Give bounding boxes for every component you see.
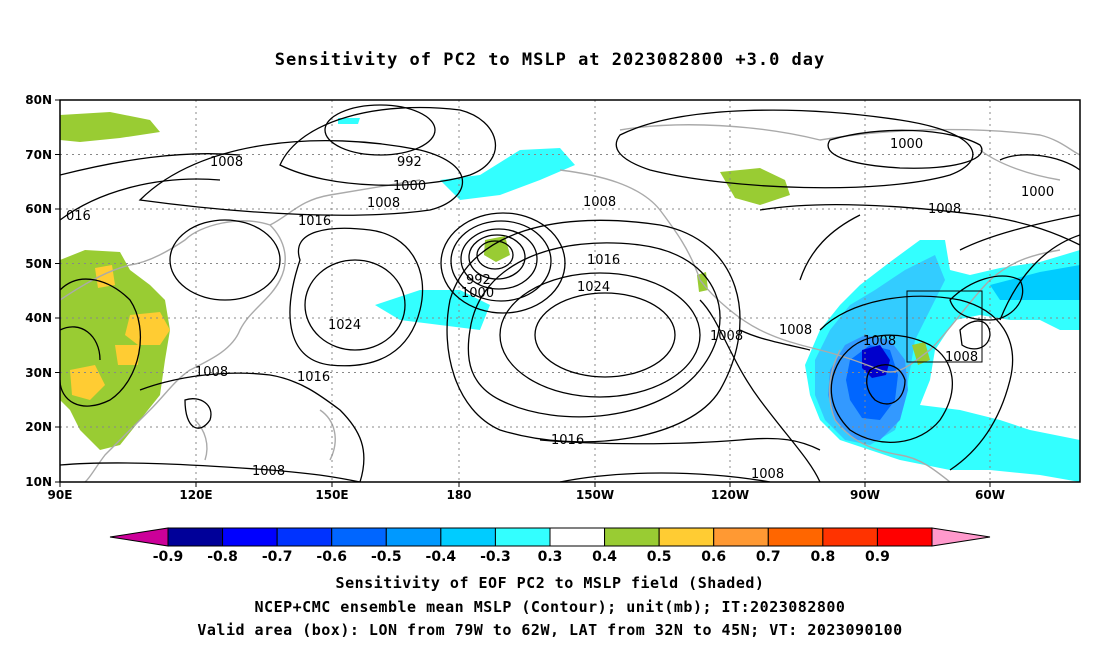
contour-label: 016 xyxy=(66,209,91,224)
colorbar-cell xyxy=(549,527,606,547)
colorbar-label: -0.4 xyxy=(426,549,457,565)
shade-darkblue-gulf xyxy=(862,345,890,378)
colorbar-cell xyxy=(713,527,769,547)
valid-area-box xyxy=(906,290,983,363)
colorbar-cell xyxy=(876,527,933,547)
shade-yellow-asia-1 xyxy=(125,312,170,345)
longitude-labels: 90E 120E 150E 180 150W 120W 90W 60W xyxy=(48,488,1005,502)
contour-label: 1008 xyxy=(710,329,743,344)
contour-label: 1000 xyxy=(1021,185,1054,200)
colorbar-cell xyxy=(767,527,824,547)
contour-label: 1008 xyxy=(583,195,616,210)
colorbar-label: 0.6 xyxy=(701,549,726,565)
colorbar-label: -0.8 xyxy=(207,549,238,565)
contour-label: 1008 xyxy=(863,334,896,349)
shade-yellow-asia-2 xyxy=(70,365,105,400)
colorbar-label: 0.5 xyxy=(647,549,672,565)
contour-label: 1000 xyxy=(461,286,494,301)
contour-label: 992 xyxy=(397,155,422,170)
lat-label: 50N xyxy=(25,257,52,271)
lon-label: 120W xyxy=(711,488,749,502)
lat-label: 20N xyxy=(25,420,52,434)
lon-label: 90W xyxy=(850,488,880,502)
colorbar-cell xyxy=(658,527,715,547)
contour-label: 1008 xyxy=(252,464,285,479)
contour-label: 1008 xyxy=(195,365,228,380)
shade-yellow-asia-3 xyxy=(115,345,140,365)
lat-label: 80N xyxy=(25,93,52,107)
shade-yellow-asia-4 xyxy=(95,265,115,288)
contour-label: 1000 xyxy=(393,179,426,194)
map-title: Sensitivity of PC2 to MSLP at 2023082800… xyxy=(274,50,826,70)
lon-label: 180 xyxy=(446,488,471,502)
contour-label: 1008 xyxy=(945,350,978,365)
contour-label: 1008 xyxy=(210,155,243,170)
contour-labels: 1008 992 1000 1008 016 1016 1024 1008 10… xyxy=(66,137,1054,482)
colorbar-label: 0.8 xyxy=(810,549,835,565)
contour-label: 1008 xyxy=(928,202,961,217)
latitude-labels: 80N 70N 60N 50N 40N 30N 20N 10N xyxy=(25,93,52,489)
axis-ticks xyxy=(55,99,991,487)
colorbar-cell xyxy=(331,527,387,547)
colorbar: -0.9 -0.8 -0.7 -0.6 -0.5 -0.4 -0.3 0.3 0.4 0.5 0.6… xyxy=(109,527,991,565)
colorbar-high-arrow xyxy=(931,527,991,547)
colorbar-cell xyxy=(222,527,278,547)
colorbar-cell xyxy=(167,527,224,547)
caption-line-3: Valid area (box): LON from 79W to 62W, L… xyxy=(197,621,903,639)
contour-label: 1008 xyxy=(367,196,400,211)
colorbar-cell xyxy=(276,527,333,547)
colorbar-label: 0.4 xyxy=(592,549,617,565)
lon-label: 120E xyxy=(179,488,212,502)
lat-label: 70N xyxy=(25,148,52,162)
contour-label: 1016 xyxy=(297,370,330,385)
colorbar-label: -0.6 xyxy=(316,549,347,565)
contour-label: 1008 xyxy=(751,467,784,482)
colorbar-low-arrow xyxy=(109,527,169,547)
caption-line-1: Sensitivity of EOF PC2 to MSLP field (Sh… xyxy=(335,574,765,592)
caption-line-2: NCEP+CMC ensemble mean MSLP (Contour); u… xyxy=(254,598,846,616)
contour-label: 1016 xyxy=(551,433,584,448)
contour-label: 1016 xyxy=(298,214,331,229)
shade-green-asia xyxy=(60,250,170,450)
contour-label: 992 xyxy=(466,273,491,288)
shade-green-alaska xyxy=(720,168,790,205)
colorbar-label: 0.7 xyxy=(756,549,781,565)
lon-label: 60W xyxy=(975,488,1005,502)
colorbar-cell xyxy=(604,527,660,547)
lat-label: 40N xyxy=(25,311,52,325)
shade-green-top-left xyxy=(60,112,160,142)
shade-cyan-top xyxy=(338,118,360,124)
contour-label: 1008 xyxy=(779,323,812,338)
lat-label: 60N xyxy=(25,202,52,216)
lat-label: 30N xyxy=(25,366,52,380)
colorbar-label: -0.9 xyxy=(153,549,184,565)
shade-cyan-pacific-2 xyxy=(440,148,575,200)
colorbar-label: 0.9 xyxy=(865,549,890,565)
contour-label: 1016 xyxy=(587,253,620,268)
colorbar-cell xyxy=(822,527,878,547)
contour-label: 1024 xyxy=(328,318,361,333)
lon-label: 150W xyxy=(576,488,614,502)
lon-label: 90E xyxy=(48,488,73,502)
colorbar-cell xyxy=(385,527,442,547)
contour-label: 1000 xyxy=(890,137,923,152)
colorbar-label: 0.3 xyxy=(538,549,563,565)
colorbar-cell xyxy=(440,527,496,547)
colorbar-label: -0.3 xyxy=(480,549,511,565)
colorbar-cell xyxy=(494,527,551,547)
contour-label: 1024 xyxy=(577,280,610,295)
colorbar-label: -0.7 xyxy=(262,549,293,565)
lon-label: 150E xyxy=(315,488,348,502)
shade-cyan-east-atlantic xyxy=(990,265,1080,300)
mslp-contours xyxy=(60,104,1080,482)
lat-label: 10N xyxy=(25,475,52,489)
colorbar-label: -0.5 xyxy=(371,549,402,565)
